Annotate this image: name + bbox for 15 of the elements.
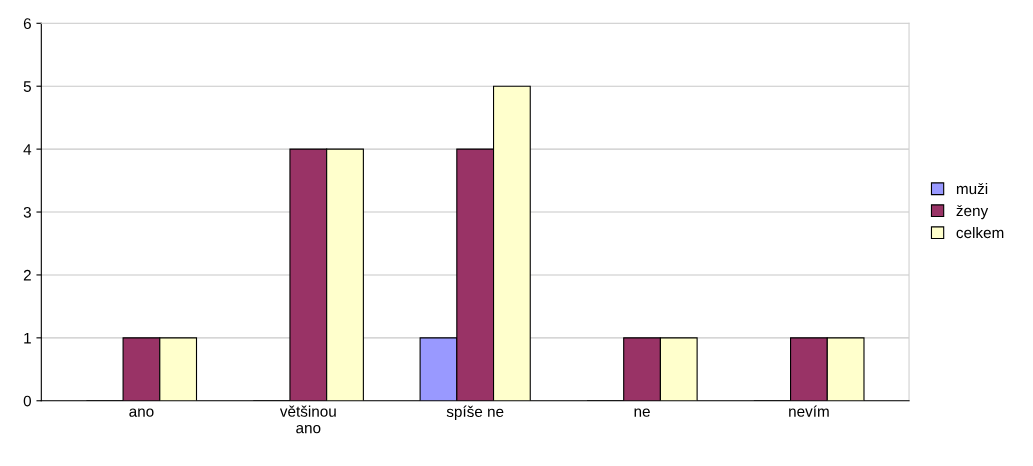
x-tick-label: ne xyxy=(634,408,650,417)
y-tick-label: 2 xyxy=(23,269,31,281)
legend-label: muži xyxy=(956,182,988,195)
x-tick-label: většinou ano xyxy=(279,405,336,434)
y-tick-label: 4 xyxy=(23,144,32,155)
y-tick-label: 5 xyxy=(23,81,31,92)
y-tick-label: 1 xyxy=(24,332,31,344)
y-tick-label: 6 xyxy=(23,18,31,29)
x-tick-label: nevím xyxy=(789,405,829,417)
legend-label: celkem xyxy=(956,226,1004,239)
x-tick-label: ano xyxy=(129,408,154,417)
y-tick-label: 3 xyxy=(23,206,31,218)
legend-label: ženy xyxy=(956,204,989,220)
x-tick-label: spíše ne xyxy=(446,405,504,421)
y-tick-label: 0 xyxy=(23,395,31,407)
